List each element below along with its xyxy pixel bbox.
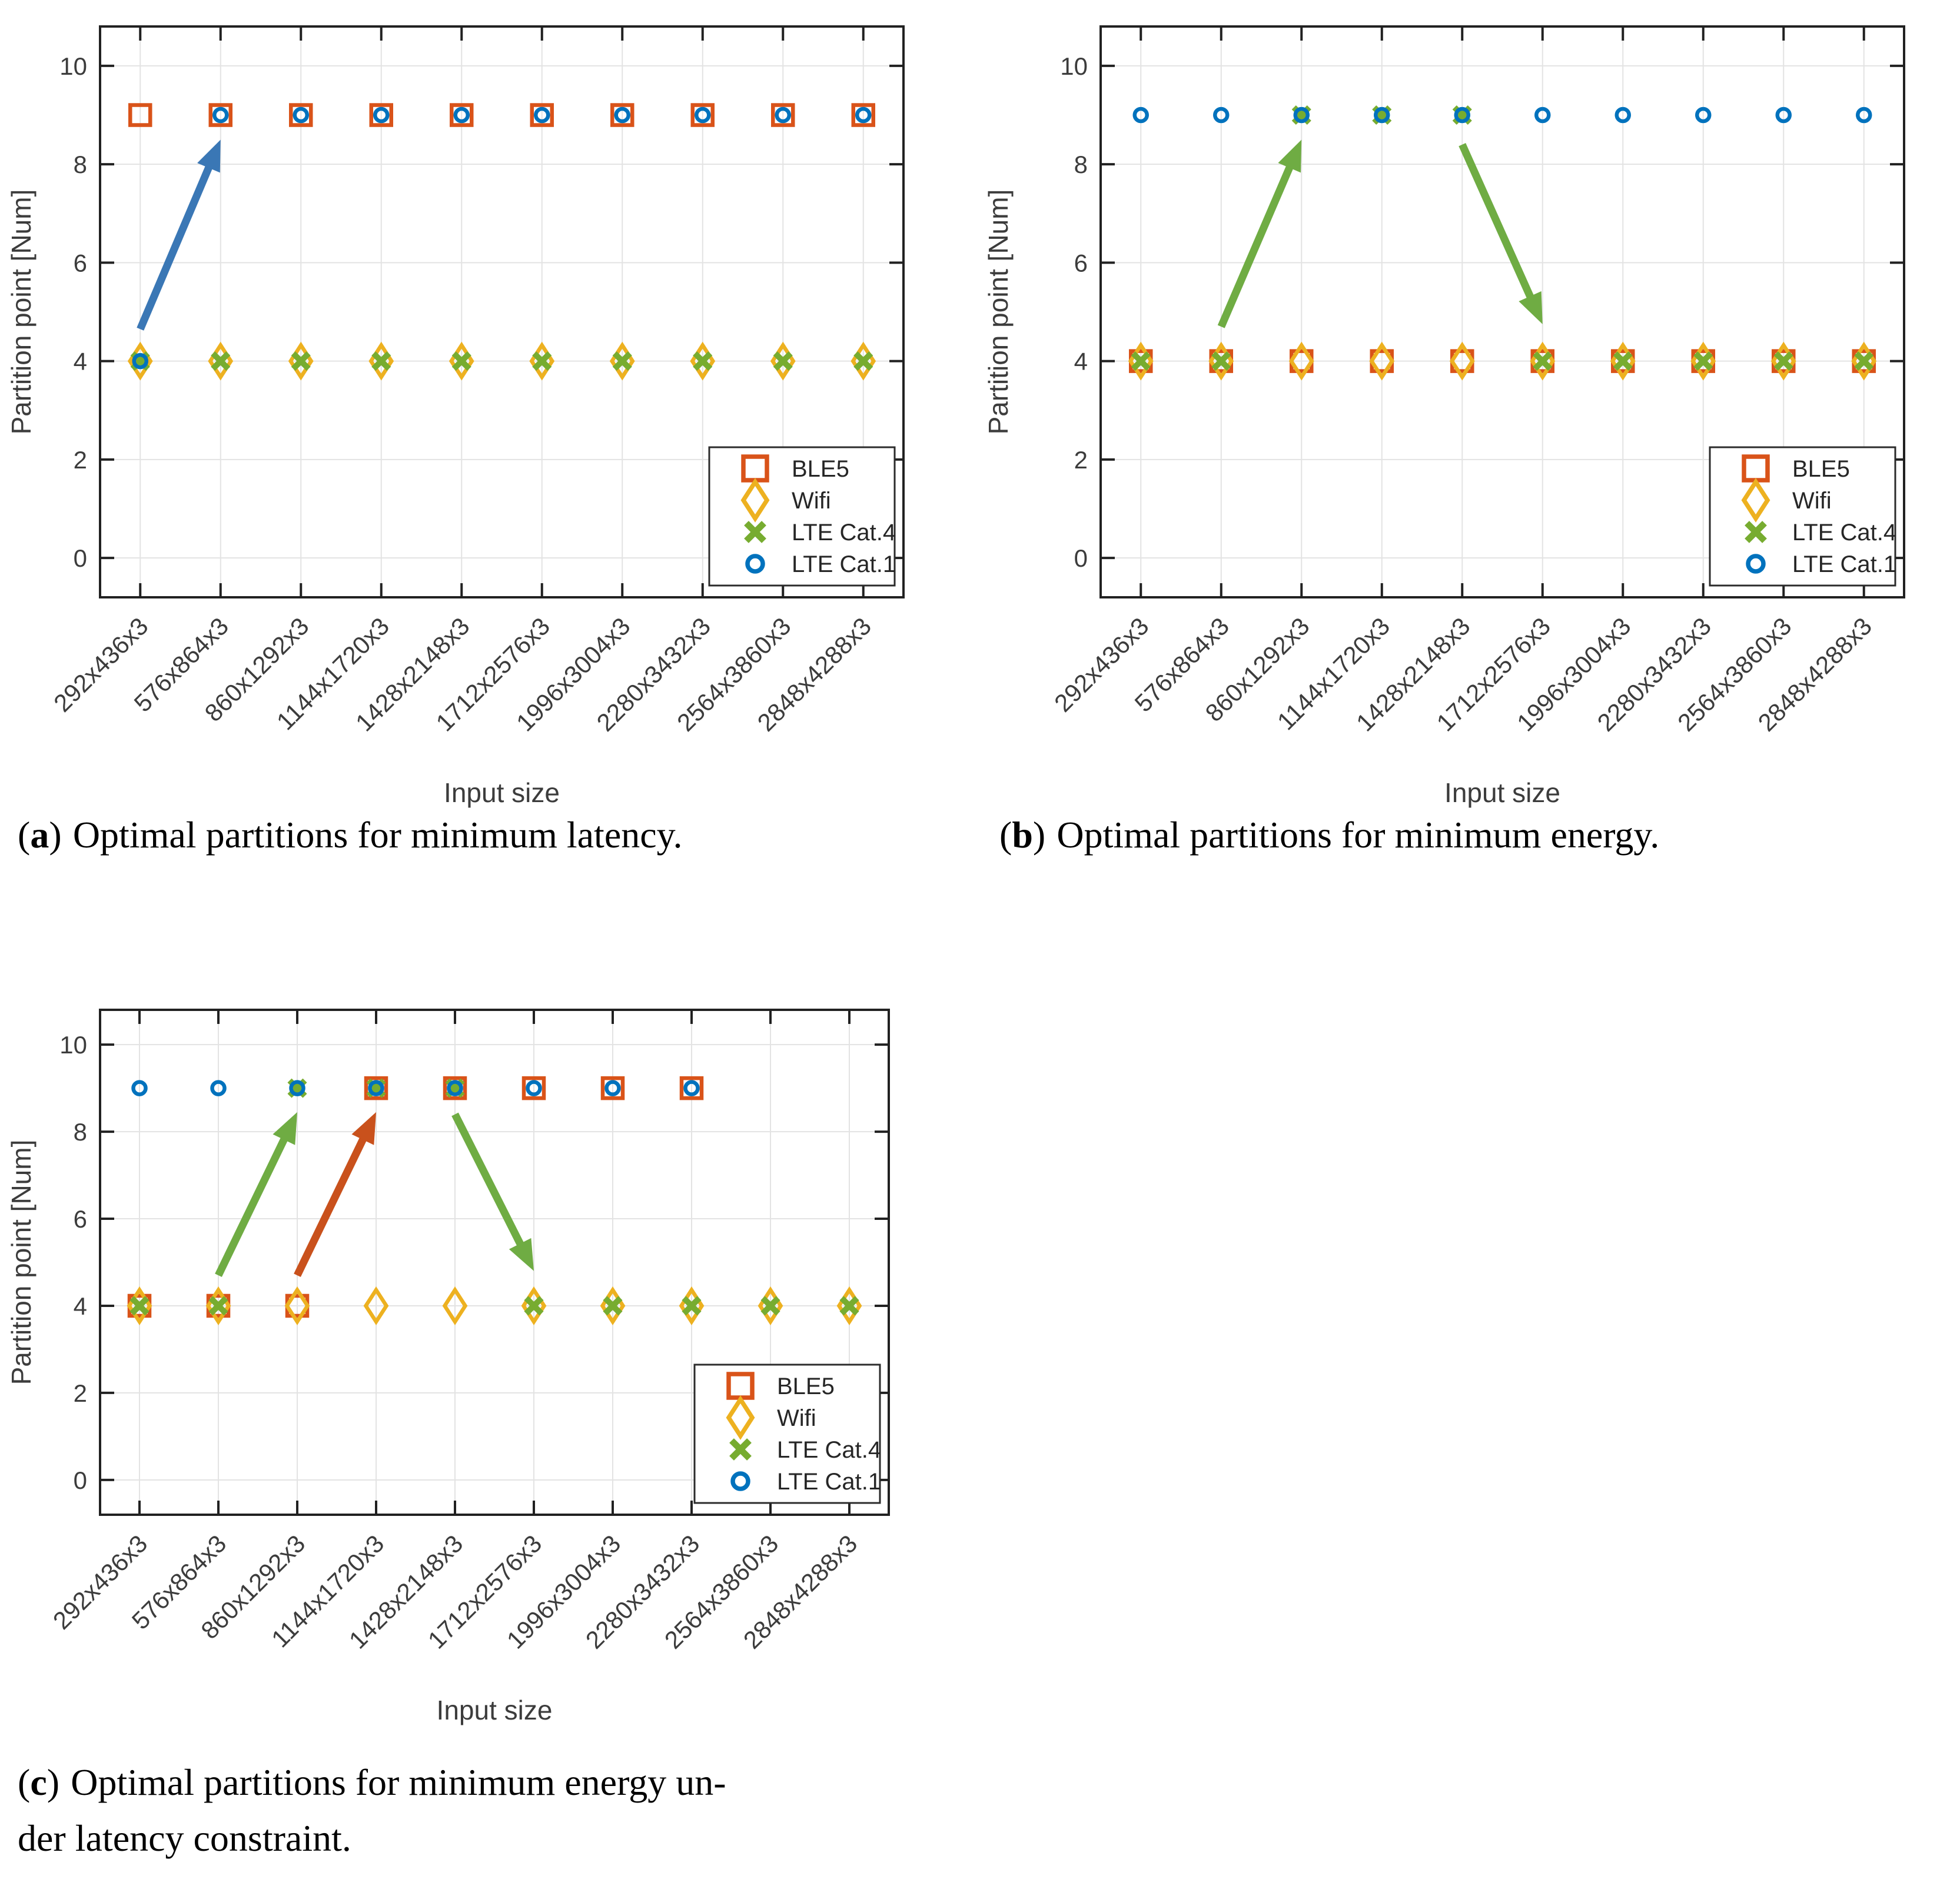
legend-label-wifi: Wifi	[1792, 488, 1832, 514]
series-ble5	[128, 103, 875, 127]
caption-a-open-paren: (	[18, 814, 31, 856]
caption-c: (c) Optimal partitions for minimum energy…	[18, 1755, 959, 1866]
annotation-arrows	[1217, 139, 1543, 328]
series-lte-cat-1	[132, 107, 872, 370]
legend-label-ble5: BLE5	[792, 456, 849, 482]
series-lte-cat-1	[131, 1080, 700, 1096]
svg-text:2: 2	[1074, 446, 1088, 474]
caption-c-text-line2: der latency constraint.	[18, 1817, 351, 1859]
caption-c-text: Optimal partitions for minimum energy un…	[71, 1761, 726, 1803]
caption-b-letter: b	[1012, 814, 1033, 856]
legend: BLE5 Wifi LTE Cat.4 LTE Cat.1	[693, 1363, 881, 1504]
caption-c-open-paren: (	[18, 1761, 31, 1803]
chart-min-energy: 0246810292x436x3576x864x3860x1292x31144x…	[983, 25, 1905, 808]
svg-text:10: 10	[59, 1031, 87, 1059]
caption-b-open-paren: (	[999, 814, 1012, 856]
panel-min-energy-latency-constraint: 0 2 4 6 8 10 292x436x3 576x864x3 860x1292x3 1144x…	[0, 936, 983, 1889]
legend-label-lte-cat-1: LTE Cat.1	[777, 1469, 881, 1495]
svg-text:0: 0	[74, 1466, 87, 1494]
svg-text:4: 4	[1074, 348, 1088, 375]
caption-b-close-paren: )	[1032, 814, 1046, 856]
legend-label-lte-cat-1: LTE Cat.1	[792, 551, 896, 577]
legend-label-ble5: BLE5	[777, 1373, 835, 1399]
axes-frame	[1099, 25, 1905, 598]
annotation-arrows	[137, 139, 221, 331]
axes-frame	[99, 25, 905, 598]
x-axis-label: Input size	[1444, 777, 1560, 808]
caption-c-close-paren: )	[46, 1761, 60, 1803]
svg-text:8: 8	[1074, 151, 1088, 178]
svg-text:6: 6	[74, 1205, 87, 1233]
annotation-arrows	[215, 1112, 534, 1278]
legend-label-wifi: Wifi	[792, 488, 831, 514]
svg-text:4: 4	[74, 348, 87, 375]
legend-label-lte-cat-4: LTE Cat.4	[1792, 520, 1896, 546]
chart-min-energy-constraint: 0246810292x436x3576x864x3860x1292x31144x…	[6, 1009, 890, 1725]
axis-labels: Input size Partition point [Num]	[983, 189, 1560, 808]
y-axis-label: Partition point [Num]	[6, 1140, 36, 1385]
svg-text:10: 10	[59, 52, 87, 80]
caption-a: (a) Optimal partitions for minimum latenc…	[18, 807, 959, 863]
svg-text:0: 0	[74, 544, 87, 572]
caption-a-letter: a	[30, 814, 49, 856]
tick-labels: 0246810292x436x3576x864x3860x1292x31144x…	[48, 52, 876, 737]
caption-b-text: Optimal partitions for minimum energy.	[1057, 814, 1660, 856]
caption-a-text: Optimal partitions for minimum latency.	[72, 814, 683, 856]
svg-text:10: 10	[1060, 52, 1088, 80]
y-axis-label: Partition point [Num]	[983, 189, 1014, 435]
svg-text:6: 6	[1074, 249, 1088, 277]
legend-label-wifi: Wifi	[777, 1405, 816, 1431]
svg-text:2: 2	[74, 1379, 87, 1407]
caption-b: (b) Optimal partitions for minimum energy…	[999, 807, 1941, 863]
axis-labels: Input size Partition point [Num]	[6, 189, 560, 808]
y-axis-label: Partition point [Num]	[6, 189, 36, 435]
axes-frame	[99, 1009, 890, 1516]
chart-min-latency: 0246810292x436x3576x864x3860x1292x31144x…	[6, 25, 905, 808]
legend-label-ble5: BLE5	[1792, 456, 1850, 482]
legend: BLE5 Wifi LTE Cat.4 LTE Cat.1	[1709, 446, 1896, 587]
x-axis-label: Input size	[444, 777, 560, 808]
series-lte-cat-1	[1132, 107, 1872, 124]
svg-text:8: 8	[74, 151, 87, 178]
legend-label-lte-cat-4: LTE Cat.4	[777, 1437, 881, 1463]
axis-labels: Input size Partition point [Num]	[6, 1140, 552, 1725]
caption-c-letter: c	[30, 1761, 47, 1803]
svg-text:6: 6	[74, 249, 87, 277]
series-ble5	[127, 1076, 704, 1318]
svg-text:4: 4	[74, 1292, 87, 1320]
caption-a-close-paren: )	[49, 814, 62, 856]
legend: BLE5 Wifi LTE Cat.4 LTE Cat.1	[708, 446, 896, 587]
x-axis-label: Input size	[437, 1695, 553, 1725]
svg-text:0: 0	[1074, 544, 1088, 572]
svg-text:8: 8	[74, 1118, 87, 1146]
legend-label-lte-cat-1: LTE Cat.1	[1792, 551, 1896, 577]
legend-label-lte-cat-4: LTE Cat.4	[792, 520, 896, 546]
svg-text:2: 2	[74, 446, 87, 474]
panel-min-energy: 0 2 4 6 8 10 292x436x3 576x864x3 860x1292x3 1144x…	[977, 0, 1960, 936]
panel-min-latency: 0 2 4 6 8 10 292x436x3 576x864x3 860x1292x3 1144x…	[0, 0, 983, 936]
